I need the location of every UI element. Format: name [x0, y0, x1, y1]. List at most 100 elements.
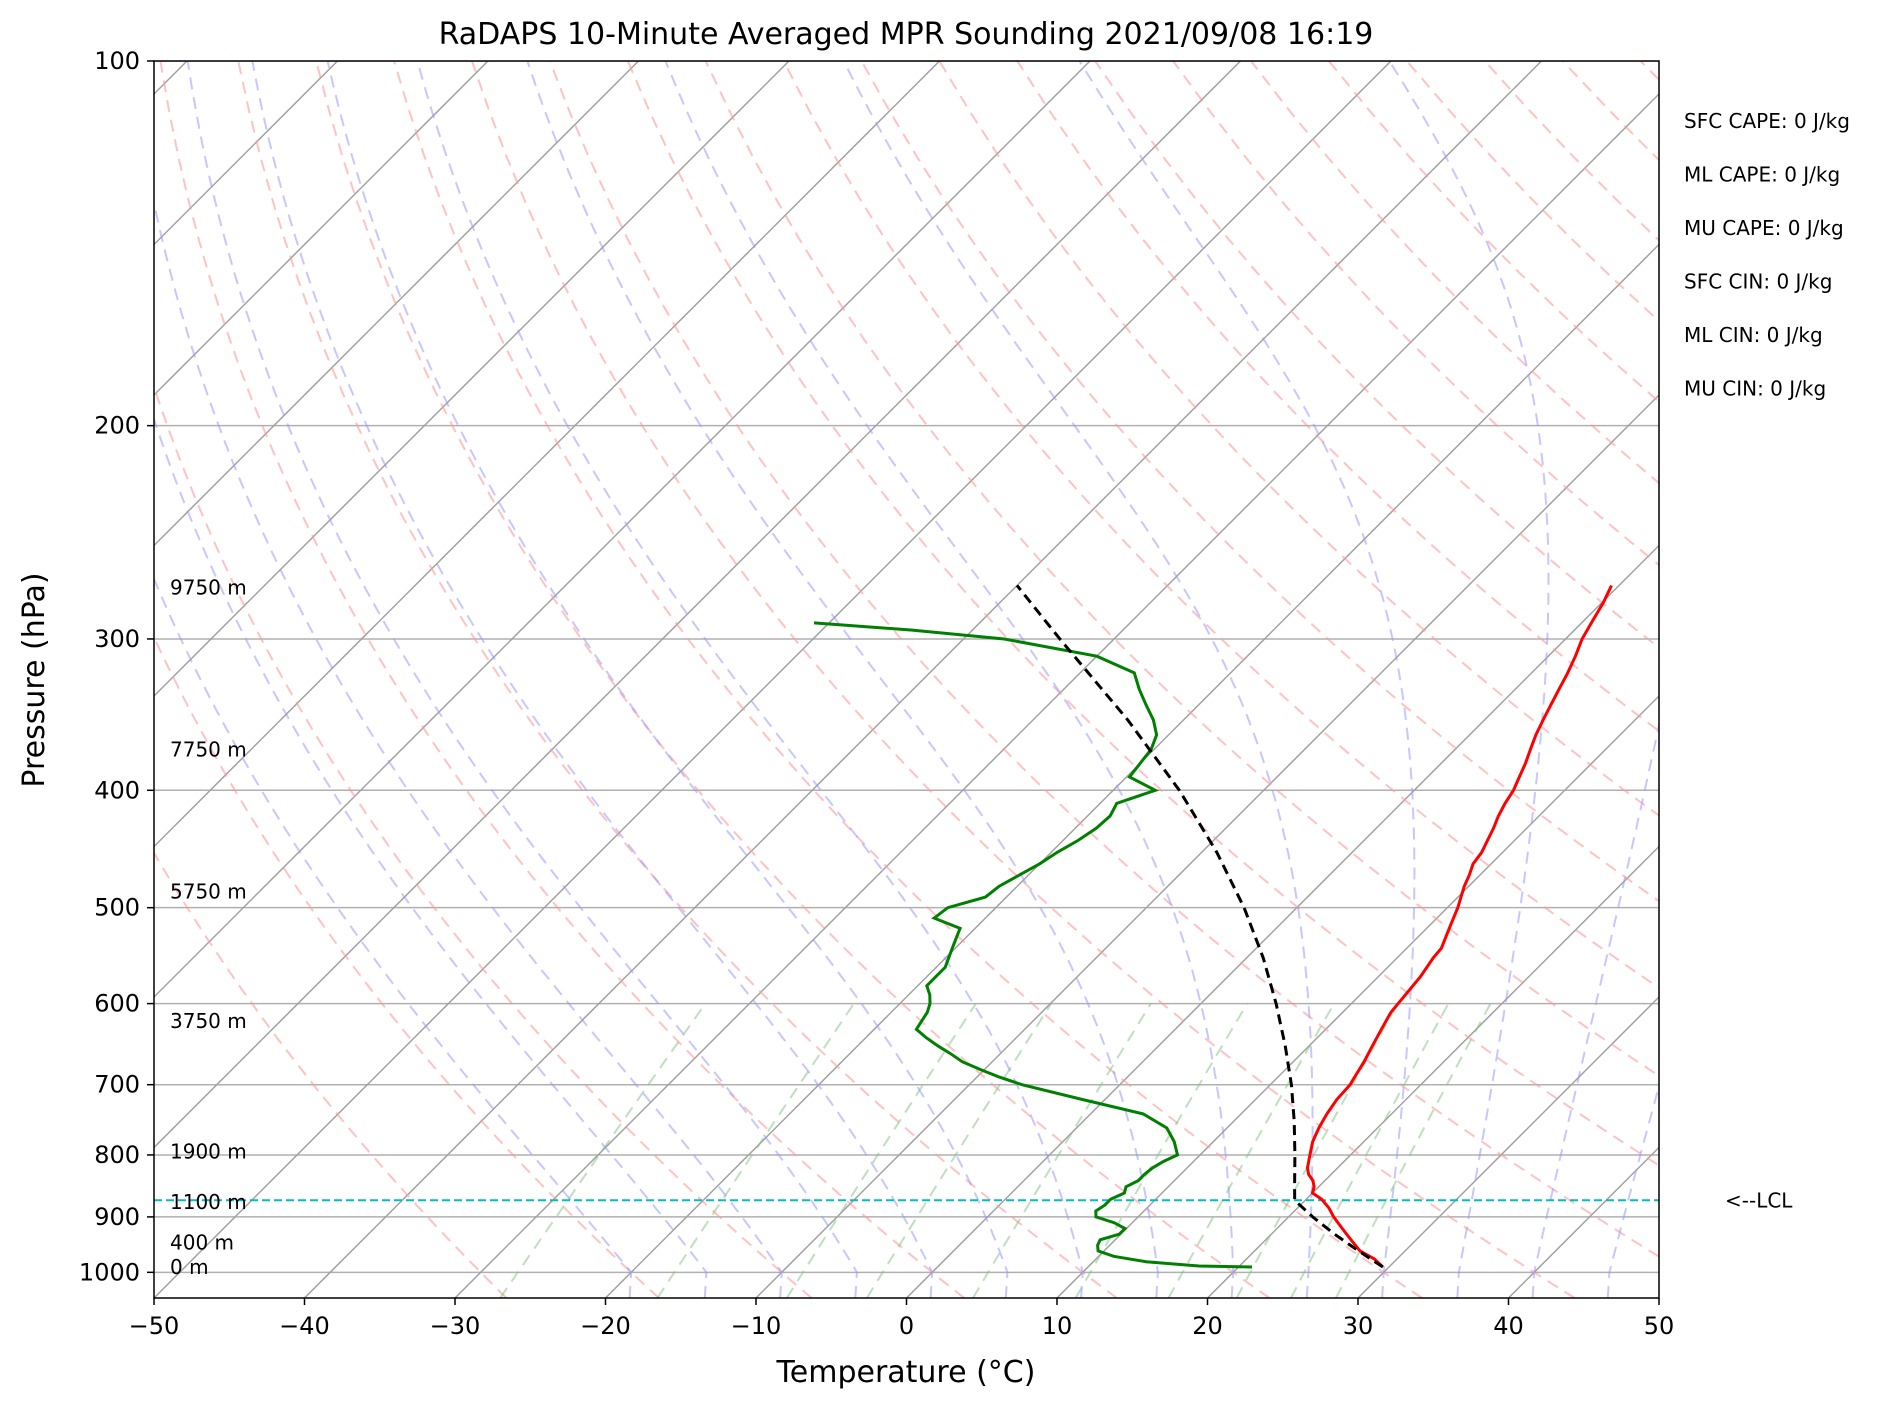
temperature-profile	[1305, 584, 1613, 1269]
x-tick-label: 40	[1493, 1312, 1524, 1340]
dry-adiabat-lines	[154, 61, 1882, 1298]
dry-adiabat-line	[1250, 61, 1659, 485]
moist-adiabat-line	[251, 61, 934, 1298]
height-label: 5750 m	[170, 880, 247, 904]
dry-adiabat-line	[938, 61, 1659, 817]
x-tick-label: −10	[731, 1312, 782, 1340]
moist-adiabat-line	[526, 61, 1159, 1298]
lcl-label: <--LCL	[1725, 1188, 1793, 1212]
height-label: 0 m	[170, 1255, 209, 1279]
dry-adiabat-line	[471, 61, 1576, 1298]
moist-adiabat-line	[154, 416, 708, 1298]
moist-adiabat-line	[1683, 61, 1882, 1298]
moist-adiabat-line	[1531, 720, 1659, 1298]
mixing-ratio-line	[785, 1003, 977, 1298]
parcel-profile	[1015, 584, 1384, 1269]
height-label: 7750 m	[170, 737, 247, 761]
mixing-ratio-line	[1290, 1003, 1450, 1298]
y-tick-label: 700	[94, 1071, 140, 1099]
y-axis-ticks: 100 200 300 400 500 600 700 800 900 1000	[79, 47, 154, 1286]
height-label: 3750 m	[170, 1009, 247, 1033]
y-tick-label: 300	[94, 625, 140, 653]
height-labels: 9750 m 7750 m 5750 m 3750 m 1900 m 1100 m 400 …	[170, 575, 247, 1279]
index-label: ML CIN: 0 J/kg	[1684, 323, 1823, 347]
dry-adiabat-line	[1406, 61, 1659, 323]
dry-adiabat-line	[704, 61, 1659, 1078]
isotherm-line	[1206, 845, 1659, 1298]
y-tick-label: 400	[94, 776, 140, 804]
dry-adiabat-line	[1561, 61, 1659, 162]
dry-adiabat-line	[1094, 61, 1659, 649]
moist-adiabat-line	[416, 61, 1084, 1298]
mixing-ratio-lines	[499, 1003, 1492, 1298]
index-label: MU CAPE: 0 J/kg	[1684, 216, 1844, 240]
dry-adiabat-line	[237, 61, 1118, 1298]
isotherm-line	[154, 61, 489, 397]
isotherm-line	[1357, 995, 1659, 1298]
moist-adiabat-line	[154, 576, 633, 1298]
dry-adiabat-line	[1328, 61, 1659, 404]
y-tick-label: 200	[94, 412, 140, 440]
plot-area	[154, 61, 1882, 1298]
isotherm-line	[154, 61, 1392, 1298]
sounding-indices: SFC CAPE: 0 J/kg ML CAPE: 0 J/kg MU CAPE: …	[1684, 109, 1850, 401]
isotherm-line	[154, 61, 790, 698]
isotherm-line	[905, 544, 1659, 1298]
mixing-ratio-line	[1074, 1003, 1249, 1298]
chart-title: RaDAPS 10-Minute Averaged MPR Sounding 2…	[439, 17, 1374, 52]
moist-adiabat-line	[186, 61, 858, 1298]
index-label: SFC CAPE: 0 J/kg	[1684, 109, 1850, 133]
isotherm-line	[154, 61, 640, 547]
y-tick-label: 100	[94, 47, 140, 75]
isotherm-line	[303, 61, 1543, 1298]
dry-adiabat-line	[782, 61, 1659, 990]
dry-adiabat-line	[154, 850, 508, 1298]
mixing-ratio-line	[656, 1003, 855, 1298]
dry-adiabat-line	[860, 61, 1659, 903]
isotherm-lines	[154, 61, 1659, 1298]
isotherm-line	[1056, 694, 1659, 1298]
height-label: 9750 m	[170, 575, 247, 599]
index-label: SFC CIN: 0 J/kg	[1684, 270, 1832, 294]
index-label: MU CIN: 0 J/kg	[1684, 377, 1826, 401]
isotherm-line	[755, 393, 1659, 1298]
dry-adiabat-line	[393, 61, 1423, 1298]
isotherm-line	[154, 61, 941, 848]
dry-adiabat-line	[154, 635, 660, 1298]
mixing-ratio-line	[972, 1003, 1152, 1298]
dewpoint-profile	[813, 621, 1253, 1269]
index-label: ML CAPE: 0 J/kg	[1684, 163, 1840, 187]
dry-adiabat-line	[1718, 61, 1882, 1298]
mixing-ratio-line	[1335, 1003, 1492, 1298]
x-tick-label: 20	[1192, 1312, 1223, 1340]
height-label: 400 m	[170, 1231, 234, 1255]
mixing-ratio-line	[1235, 1003, 1399, 1298]
dry-adiabat-line	[1639, 61, 1659, 82]
moist-adiabat-line	[842, 61, 1314, 1298]
mixing-ratio-line	[866, 1003, 1053, 1298]
isotherm-line	[1658, 1296, 1659, 1298]
dry-adiabat-line	[315, 61, 1271, 1298]
x-tick-label: 30	[1343, 1312, 1374, 1340]
x-tick-label: −40	[279, 1312, 330, 1340]
mixing-ratio-line	[1167, 1003, 1335, 1298]
dry-adiabat-line	[626, 61, 1659, 1167]
height-label: 1100 m	[170, 1190, 247, 1214]
y-tick-label: 600	[94, 990, 140, 1018]
dry-adiabat-line	[548, 61, 1659, 1258]
x-tick-label: 10	[1042, 1312, 1073, 1340]
y-tick-label: 1000	[79, 1258, 140, 1286]
y-tick-label: 500	[94, 894, 140, 922]
x-tick-label: −30	[430, 1312, 481, 1340]
x-tick-label: 0	[899, 1312, 914, 1340]
dry-adiabat-line	[154, 383, 813, 1298]
moist-adiabat-line	[154, 197, 783, 1298]
isotherm-line	[154, 61, 1242, 1149]
dry-adiabat-line	[1016, 61, 1659, 733]
x-axis-label: Temperature (°C)	[776, 1355, 1036, 1390]
x-axis-ticks: −50 −40 −30 −20 −10 0 10 20 30 40 50	[129, 1298, 1675, 1340]
mixing-ratio-line	[499, 1003, 707, 1298]
x-tick-label: 50	[1644, 1312, 1675, 1340]
isotherm-line	[454, 92, 1659, 1298]
